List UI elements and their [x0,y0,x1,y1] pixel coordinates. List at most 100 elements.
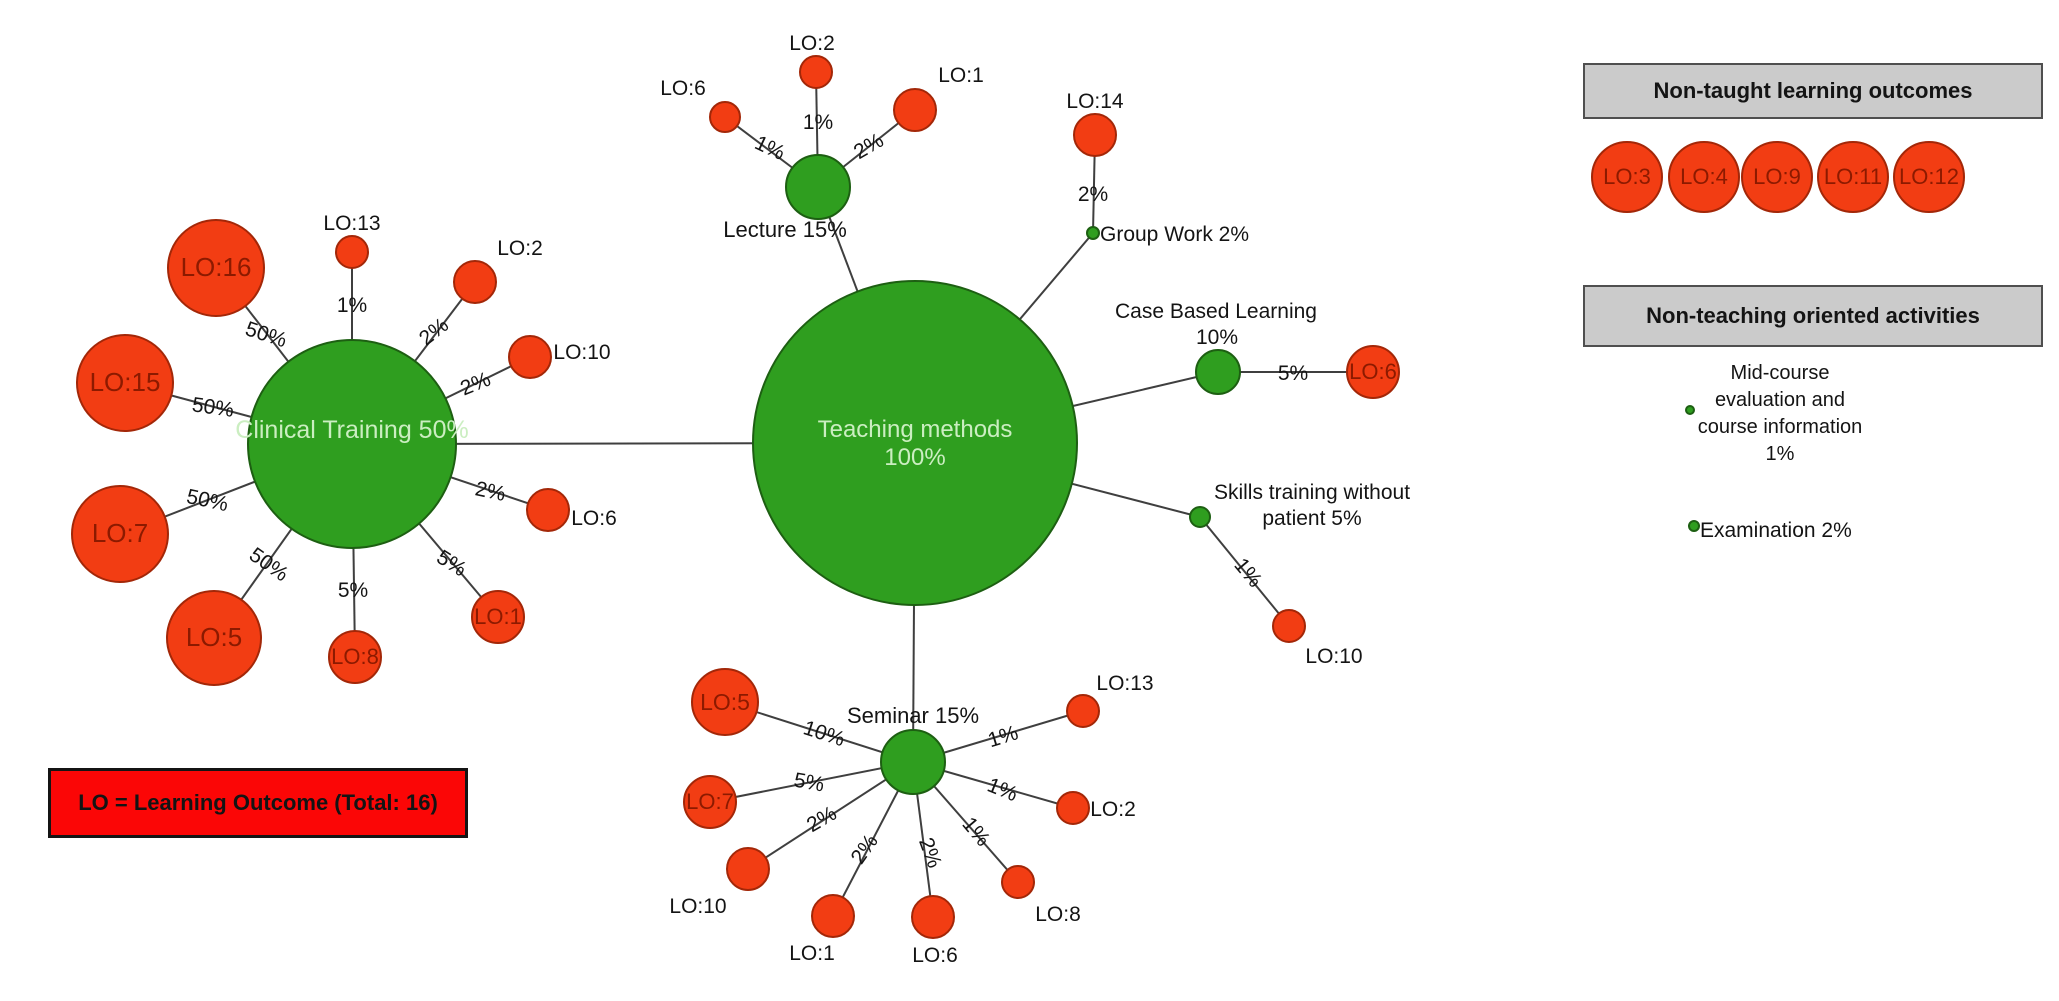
seminar-label: Seminar 15% [847,703,979,728]
lo-node-lecture-lo2 [799,55,833,89]
clinical-lo16-inlabel: LO:16 [181,252,252,282]
lo-node-seminar-lo8 [1001,865,1035,899]
clinical-lo13-label: LO:13 [323,212,380,235]
lo-node-panel-lo11 [1817,141,1889,213]
lo-node-skills-lo10 [1272,609,1306,643]
lo-node-panel-lo3 [1591,141,1663,213]
seminar-lo7-inlabel: LO:7 [686,789,734,814]
panel-lo9-inlabel: LO:9 [1753,164,1801,189]
lo-node-groupwork-lo14 [1073,113,1117,157]
lo-node-seminar-lo13 [1066,694,1100,728]
method-node-seminar [880,729,946,795]
teaching-label-line1: Teaching methods [818,416,1013,443]
lo-node-panel-lo9 [1741,141,1813,213]
pct-seminar-lo13: 1% [985,721,1021,752]
seminar-lo2-label: LO:2 [1090,798,1136,821]
midcourse-line-2: evaluation and [1714,389,1846,411]
non-taught-outcomes-header: Non-taught learning outcomes [1583,63,2043,119]
pct-seminar-lo6: 2% [914,835,946,871]
lecture-lo1-label: LO:1 [938,64,984,87]
pct-clinical-lo8: 5% [338,579,368,602]
pct-seminar-lo7: 5% [792,769,826,797]
midcourse-line-3: course information [1697,416,1863,438]
legend-box: LO = Learning Outcome (Total: 16) [48,768,468,838]
non-teaching-activities-header: Non-teaching oriented activities [1583,285,2043,347]
lo-node-clinical-lo7 [71,485,169,583]
midcourse-line-1: Mid-course [1730,362,1830,384]
examination-dot [1688,520,1700,532]
method-node-clinical-training [247,339,457,549]
pct-clinical-lo5: 50% [245,543,293,586]
lo-node-clinical-lo1 [471,590,525,644]
method-node-group-work [1086,226,1100,240]
lo-node-seminar-lo10 [726,847,770,891]
lo-node-seminar-lo5 [691,668,759,736]
pct-clinical-lo16: 50% [242,317,289,352]
lo-node-clinical-lo15 [76,334,174,432]
teaching-label-line2: 100% [884,444,945,471]
lo-node-seminar-lo7 [683,775,737,829]
pct-seminar-lo2: 1% [984,774,1021,807]
method-node-lecture [785,154,851,220]
pct-lecture-lo1: 2% [850,129,888,164]
pct-cbl-lo6: 5% [1278,362,1308,385]
clinical-lo2-label: LO:2 [497,237,543,260]
lo-node-panel-lo12 [1893,141,1965,213]
midcourse-evaluation-label: Mid-course evaluation and course informa… [1655,360,1905,468]
lo-node-panel-lo4 [1668,141,1740,213]
panel-lo12-inlabel: LO:12 [1899,164,1959,189]
method-node-teaching [752,280,1078,606]
pct-seminar-lo5: 10% [800,716,847,751]
edge-seminar-lo7 [709,761,914,803]
clinical-lo6-label: LO:6 [571,507,617,530]
pct-clinical-lo6: 2% [473,477,507,506]
panel-lo3-inlabel: LO:3 [1603,164,1651,189]
lo-node-clinical-lo13 [335,235,369,269]
lo-node-clinical-lo5 [166,590,262,686]
clinical-lo15-inlabel: LO:15 [90,367,161,397]
method-node-skills-training [1189,506,1211,528]
seminar-lo10-label: LO:10 [669,895,726,918]
pct-clinical-lo13: 1% [337,294,367,317]
lo-node-lecture-lo6 [709,101,741,133]
groupwork-lo14-label: LO:14 [1066,90,1124,113]
lo-node-seminar-lo2 [1056,791,1090,825]
edge-skills-lo10 [1199,516,1290,627]
clinical-lo7-inlabel: LO:7 [92,518,148,548]
clinical-lo8-inlabel: LO:8 [331,644,379,669]
midcourse-dot [1685,405,1695,415]
skills-lo10-label: LO:10 [1305,645,1362,668]
pct-lecture-lo2: 1% [803,111,833,134]
lo-node-lecture-lo1 [893,88,937,132]
groupwork-label: Group Work 2% [1100,223,1249,246]
seminar-lo13-label: LO:13 [1096,672,1153,695]
pct-clinical-lo7: 50% [184,485,230,516]
panel-lo4-inlabel: LO:4 [1680,164,1728,189]
lo-node-seminar-lo6 [911,895,955,939]
lecture-label: Lecture 15% [723,217,847,242]
lo-node-clinical-lo16 [167,219,265,317]
clinical-label: Clinical Training 50% [235,416,468,444]
seminar-lo1-label: LO:1 [789,942,835,965]
clinical-lo1-inlabel: LO:1 [474,604,522,629]
cbl-lo6-inlabel: LO:6 [1349,359,1397,384]
lo-node-clinical-lo8 [328,630,382,684]
method-node-case-based-learning [1195,349,1241,395]
skills-label-line1: Skills training without [1214,481,1410,504]
non-taught-outcomes-title: Non-taught learning outcomes [1653,78,1973,103]
lecture-lo6-label: LO:6 [660,77,706,100]
pct-groupwork-lo14: 2% [1078,183,1108,206]
clinical-lo5-inlabel: LO:5 [186,622,242,652]
panel-lo11-inlabel: LO:11 [1824,164,1882,189]
pct-clinical-lo1: 5% [432,546,470,582]
lo-node-clinical-lo2 [453,260,497,304]
pct-clinical-lo15: 50% [190,393,235,422]
pct-seminar-lo10: 2% [803,802,841,837]
examination-label: Examination 2% [1700,519,1852,542]
seminar-lo6-label: LO:6 [912,944,958,967]
non-teaching-activities-title: Non-teaching oriented activities [1646,303,1980,328]
skills-label-line2: patient 5% [1262,507,1361,530]
lo-node-cbl-lo6 [1346,345,1400,399]
